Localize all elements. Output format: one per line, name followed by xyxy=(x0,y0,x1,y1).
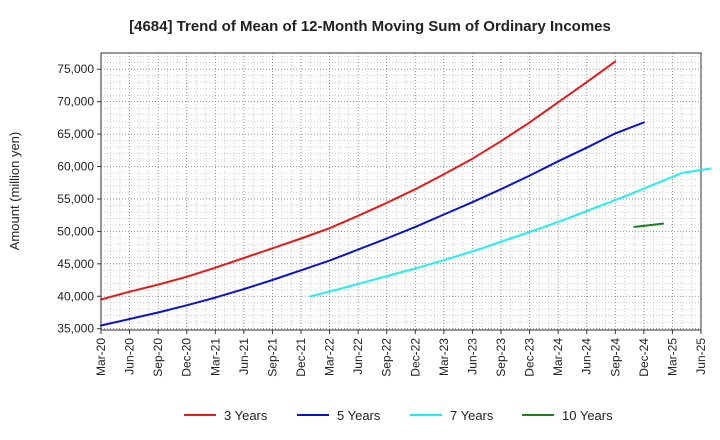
x-tick-label: Dec-20 xyxy=(180,338,194,377)
x-tick-label: Dec-22 xyxy=(408,338,422,377)
x-tick-label: Dec-21 xyxy=(294,338,308,377)
x-tick-label: Sep-20 xyxy=(151,338,165,377)
y-tick-label: 40,000 xyxy=(57,289,94,303)
y-tick-label: 50,000 xyxy=(57,224,94,238)
y-tick-label: 45,000 xyxy=(57,257,94,271)
x-tick-label: Jun-21 xyxy=(237,338,251,375)
y-tick-label: 65,000 xyxy=(57,127,94,141)
x-tick-label: Dec-23 xyxy=(523,338,537,377)
x-tick-label: Sep-24 xyxy=(608,338,622,377)
x-tick-label: Jun-20 xyxy=(123,338,137,375)
series-line-3-years xyxy=(100,60,617,301)
x-tick-label: Jun-25 xyxy=(694,338,708,375)
series-line-7-years xyxy=(309,167,712,298)
plot-area: 35,000 40,000 45,000 50,000 55,000 60,000 65,0… xyxy=(57,52,712,377)
x-tick-label: Jun-22 xyxy=(351,338,365,375)
legend-label-7-years: 7 Years xyxy=(450,408,494,423)
x-tick-label: Mar-24 xyxy=(551,338,565,376)
legend-label-5-years: 5 Years xyxy=(337,408,381,423)
x-tick-label: Sep-23 xyxy=(494,338,508,377)
y-axis-label: Amount (million yen) xyxy=(7,132,22,251)
y-tick-label: 55,000 xyxy=(57,192,94,206)
y-tick-label: 60,000 xyxy=(57,160,94,174)
x-tick-label: Sep-22 xyxy=(380,338,394,377)
series-line-5-years xyxy=(100,121,645,327)
x-tick-label: Dec-24 xyxy=(637,338,651,377)
plot-frame xyxy=(100,52,702,331)
x-tick-label: Mar-23 xyxy=(437,338,451,376)
x-tick-label: Mar-22 xyxy=(323,338,337,376)
legend-label-10-years: 10 Years xyxy=(562,408,613,423)
y-tick-label: 70,000 xyxy=(57,95,94,109)
x-tick-label: Jun-23 xyxy=(465,338,479,375)
y-tick-label: 35,000 xyxy=(57,322,94,336)
legend: 3 Years 5 Years 7 Years 10 Years xyxy=(184,408,613,423)
plot-background xyxy=(101,53,701,330)
x-tick-label: Sep-21 xyxy=(265,338,279,377)
y-tick-label: 75,000 xyxy=(57,62,94,76)
legend-label-3-years: 3 Years xyxy=(224,408,268,423)
x-tick-label: Mar-25 xyxy=(665,338,679,376)
x-tick-label: Mar-20 xyxy=(94,338,108,376)
chart-title: [4684] Trend of Mean of 12-Month Moving … xyxy=(129,18,611,35)
x-tick-label: Mar-21 xyxy=(208,338,222,376)
series-line-10-years xyxy=(633,222,664,228)
x-tick-label: Jun-24 xyxy=(580,338,594,375)
